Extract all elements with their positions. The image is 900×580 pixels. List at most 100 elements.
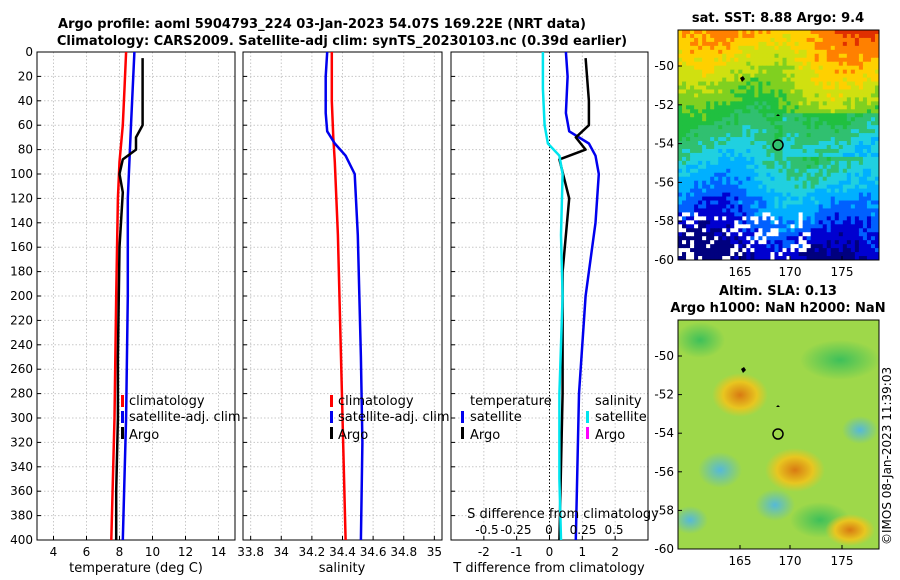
sst-cell (702, 176, 707, 182)
sst-cell (854, 224, 860, 229)
sst-cell (806, 164, 812, 170)
sst-cell (782, 61, 788, 67)
sst-cell (874, 93, 879, 99)
sst-cell (686, 57, 691, 63)
sst-cell (754, 200, 759, 206)
sst-cell (738, 240, 743, 245)
sst-cell (790, 228, 796, 233)
sst-cell (834, 105, 840, 110)
sst-cell (698, 145, 703, 150)
sst-cell (822, 244, 828, 249)
sst-cell (690, 133, 695, 138)
sst-cell (802, 121, 808, 126)
sst-cell (846, 57, 852, 63)
sst-cell (842, 148, 848, 154)
sst-cell (778, 61, 784, 67)
sst-cell (782, 69, 788, 75)
sst-cell (710, 220, 715, 225)
sst-cell (810, 77, 816, 83)
sst-cell (774, 188, 780, 194)
sst-cell (758, 176, 764, 182)
sst-cell (698, 208, 703, 214)
sst-cell (814, 176, 820, 182)
sla-blob (765, 448, 825, 492)
sst-cell (754, 89, 759, 95)
sst-cell (734, 57, 739, 63)
sst-cell (738, 252, 743, 257)
sst-cell (778, 220, 784, 225)
sst-cell (722, 73, 727, 79)
sst-cell (730, 77, 735, 83)
sst-cell (850, 85, 856, 91)
sst-cell (722, 117, 727, 122)
sst-cell (754, 141, 759, 146)
sst-cell (870, 37, 876, 43)
sst-cell (714, 129, 719, 134)
sst-cell (814, 228, 820, 233)
sst-cell (854, 148, 860, 154)
sst-cell (702, 137, 707, 142)
sst-cell (694, 188, 699, 194)
sst-cell (730, 105, 735, 110)
sst-cell (686, 117, 691, 122)
sst-cell (794, 228, 800, 233)
sst-cell (730, 240, 735, 245)
sst-cell (794, 248, 800, 253)
sla-map-title2: Argo h1000: NaN h2000: NaN (670, 301, 885, 316)
sst-cell (750, 89, 755, 95)
sst-cell (858, 224, 864, 229)
sst-cell (802, 125, 808, 130)
sst-cell (726, 180, 731, 186)
sst-cell (762, 121, 768, 126)
legend-swatch-s-argo (586, 427, 589, 439)
sst-cell (754, 137, 759, 142)
sst-cell (790, 121, 796, 126)
sst-cell (698, 93, 703, 99)
sst-cell (790, 45, 796, 51)
sst-cell (830, 248, 836, 253)
sst-cell (818, 129, 824, 134)
sst-cell (834, 97, 840, 102)
sst-cell (758, 37, 764, 43)
sst-cell (794, 240, 800, 245)
sst-cell (726, 37, 731, 43)
sst-cell (690, 244, 695, 249)
sst-cell (798, 77, 804, 83)
sst-cell (870, 156, 876, 162)
sst-cell (694, 121, 699, 126)
sst-cell (782, 77, 788, 83)
sst-cell (826, 133, 832, 138)
sst-cell (834, 49, 840, 55)
sst-cell (830, 196, 836, 202)
sst-cell (846, 200, 852, 206)
sst-cell (706, 30, 711, 35)
sst-cell (822, 224, 828, 229)
sst-cell (846, 69, 852, 75)
sst-cell (706, 141, 711, 146)
sst-cell (730, 248, 735, 253)
sst-cell (842, 129, 848, 134)
sst-cell (858, 172, 864, 178)
sst-cell (718, 113, 723, 118)
sst-cell (726, 73, 731, 79)
sst-cell (682, 73, 687, 79)
sst-cell (810, 97, 816, 102)
sst-cell (782, 53, 788, 59)
sst-cell (750, 188, 755, 194)
sst-cell (754, 113, 759, 118)
sst-cell (706, 244, 711, 249)
sst-cell (742, 244, 747, 249)
sst-cell (866, 196, 872, 202)
sst-cell (846, 53, 852, 59)
sst-cell (806, 256, 812, 260)
sst-cell (830, 30, 836, 35)
sst-cell (730, 152, 735, 158)
sst-cell (742, 129, 747, 134)
sst-cell (866, 188, 872, 194)
sst-cell (846, 33, 852, 39)
sst-cell (826, 37, 832, 43)
sst-cell (870, 33, 876, 39)
sst-cell (746, 145, 751, 150)
sst-cell (818, 244, 824, 249)
sst-cell (766, 109, 772, 114)
